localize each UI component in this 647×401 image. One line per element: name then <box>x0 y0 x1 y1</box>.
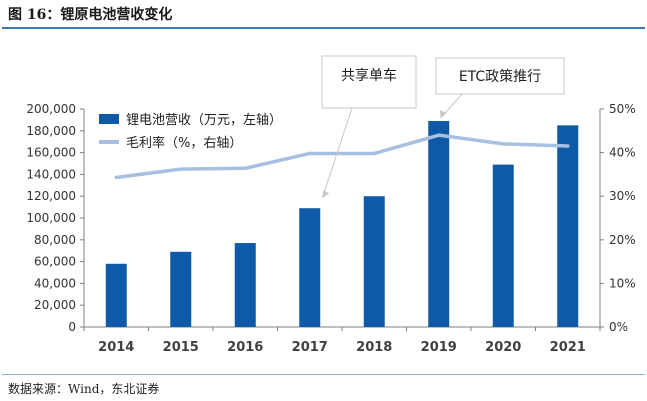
revenue-bar <box>234 243 256 327</box>
title-rule <box>2 27 645 29</box>
right-tick-label: 20% <box>609 233 636 247</box>
right-tick-label: 30% <box>609 189 636 203</box>
source-rule <box>2 374 645 375</box>
left-tick-label: 180,000 <box>26 124 76 138</box>
right-tick-label: 10% <box>609 276 636 290</box>
left-tick-label: 20,000 <box>34 298 76 312</box>
annotation-box-etc-policy <box>435 57 565 95</box>
gross-margin-point <box>244 167 246 169</box>
left-tick-label: 80,000 <box>34 233 76 247</box>
left-tick-label: 0 <box>68 320 76 334</box>
annotation-arrowhead-bike-sharing <box>322 190 330 199</box>
gross-margin-line <box>114 133 570 180</box>
revenue-bar <box>105 263 127 327</box>
left-tick-label: 100,000 <box>26 211 76 225</box>
revenue-bar <box>170 251 192 327</box>
x-tick-label: 2015 <box>163 340 199 355</box>
left-tick-label: 60,000 <box>34 255 76 269</box>
figure-title: 图 16：锂原电池营收变化 <box>8 7 173 23</box>
x-tick-label: 2017 <box>292 340 328 355</box>
x-tick-label: 2018 <box>356 340 392 355</box>
revenue-bar <box>557 125 579 327</box>
left-tick-label: 200,000 <box>26 102 76 116</box>
gross-margin-point <box>180 168 182 170</box>
right-tick-label: 50% <box>609 102 636 116</box>
revenue-bar <box>363 196 385 327</box>
left-tick-label: 140,000 <box>26 167 76 181</box>
revenue-bar <box>299 208 321 327</box>
x-tick-label: 2016 <box>227 340 263 355</box>
left-tick-label: 40,000 <box>34 276 76 290</box>
x-tick-label: 2021 <box>550 340 586 355</box>
gross-margin-point <box>567 145 569 147</box>
gross-margin-point <box>438 134 440 136</box>
source-note: 数据来源：Wind，东北证券 <box>8 382 160 396</box>
left-tick-label: 120,000 <box>26 189 76 203</box>
annotation-arrowhead-etc-policy <box>439 109 447 118</box>
revenue-bar <box>492 164 514 327</box>
annotation-box-bike-sharing <box>321 55 417 109</box>
legend-label-bar: 锂电池营收（万元，左轴） <box>126 113 282 128</box>
annotation-arrow-bike-sharing <box>321 107 353 199</box>
annotation-text-etc-policy: ETC政策推行 <box>459 68 541 85</box>
revenue-bar <box>428 120 450 328</box>
x-tick-label: 2019 <box>421 340 457 355</box>
legend-label-line: 毛利率（%，右轴） <box>126 135 242 151</box>
right-tick-label: 0% <box>609 320 628 334</box>
annotation-text-bike-sharing: 共享单车 <box>341 67 397 84</box>
x-tick-label: 2014 <box>98 340 134 355</box>
legend-swatch-bar <box>99 114 119 124</box>
x-tick-label: 2020 <box>485 340 521 355</box>
right-tick-label: 40% <box>609 146 636 160</box>
left-tick-label: 160,000 <box>26 146 76 160</box>
gross-margin-point <box>309 152 311 154</box>
gross-margin-point <box>115 176 117 178</box>
gross-margin-point <box>502 143 504 145</box>
gross-margin-point <box>373 152 375 154</box>
